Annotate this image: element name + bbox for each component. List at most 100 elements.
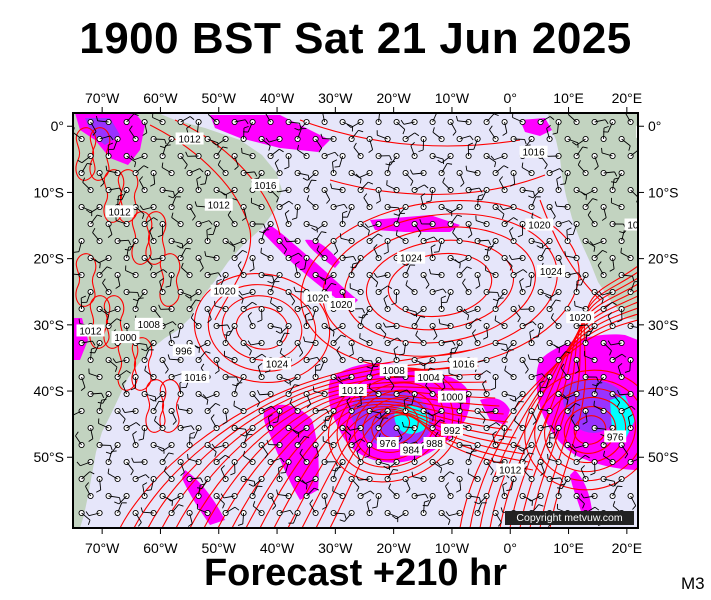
wind-barb-icon: [393, 118, 406, 135]
chart-title: 1900 BST Sat 21 Jun 2025: [79, 14, 632, 63]
pressure-label-text: 1008: [138, 320, 161, 331]
isobar-terrain: [145, 379, 167, 433]
wind-barb-icon: [514, 415, 526, 432]
pressure-label: 1008: [134, 317, 163, 331]
wind-barb-icon: [364, 220, 382, 228]
wind-barb-icon: [494, 315, 508, 330]
wind-barb-icon: [564, 227, 572, 245]
lon-label-top: 10°E: [553, 90, 584, 106]
pressure-label: 1012: [338, 384, 367, 397]
pressure-label: 976: [604, 430, 627, 443]
wind-barb-icon: [504, 365, 517, 381]
wind-barb-icon: [231, 118, 249, 126]
isobar-terrain: [89, 295, 111, 349]
wind-barb-icon: [618, 441, 629, 459]
isobar-eastern: [459, 319, 638, 528]
wind-barb-icon: [185, 288, 202, 299]
wind-barb-icon: [240, 125, 249, 143]
wind-barb-icon: [573, 322, 591, 330]
wind-barb-icon: [159, 356, 169, 374]
lon-label-top: 50°W: [202, 90, 237, 106]
wind-barb-icon: [266, 439, 283, 449]
pressure-label-text: 1020: [330, 300, 353, 311]
wind-barb-icon: [250, 197, 265, 211]
wind-barb-icon: [546, 431, 555, 449]
wind-barb-icon: [501, 339, 517, 352]
pressure-label-text: 1016: [522, 148, 545, 159]
wind-barb-icon: [420, 271, 430, 289]
lon-label-bottom: 0°: [504, 540, 517, 556]
wind-barb-icon: [322, 436, 337, 449]
lat-label-right: 40°S: [648, 383, 679, 399]
wind-barb-icon: [580, 186, 598, 196]
wind-barb-icon: [537, 288, 552, 301]
isobar-low-east: [534, 378, 638, 482]
wind-barb-icon: [600, 339, 612, 356]
wind-barb-icon: [357, 181, 374, 194]
wind-barb-icon: [438, 509, 451, 525]
lon-label-bottom: 30°W: [318, 540, 353, 556]
pressure-label-text: 1004: [418, 373, 441, 384]
wind-barb-icon: [230, 458, 238, 476]
wind-barb-icon: [223, 350, 238, 364]
wind-barb-icon: [96, 266, 112, 279]
isobar-low-east: [524, 369, 638, 491]
wind-barb-icon: [420, 236, 438, 245]
wind-barb-icon: [609, 254, 616, 272]
wind-barb-icon: [582, 373, 599, 382]
wind-barb-icon: [294, 475, 308, 490]
wind-barb-icon: [549, 424, 562, 439]
pressure-label-bg: [111, 331, 140, 344]
wind-barb-icon: [212, 135, 229, 146]
pressure-label-bg: [263, 357, 292, 370]
wind-barb-icon: [452, 227, 463, 245]
wind-barb-icon: [400, 118, 418, 126]
pressure-label: 1024: [537, 264, 566, 278]
wind-barb-icon: [267, 457, 285, 466]
wind-barb-icon: [519, 321, 537, 330]
wind-barb-icon: [159, 186, 176, 197]
pressure-label: 996: [172, 344, 195, 357]
wind-barb-icon: [276, 332, 290, 347]
wind-barb-icon: [233, 400, 247, 415]
isobar-terrain: [75, 127, 97, 181]
wind-barb-icon: [150, 169, 157, 187]
isobar-southern: [259, 403, 513, 528]
wind-barb-icon: [321, 492, 328, 510]
wind-barb-icon: [260, 247, 274, 262]
wind-barb-icon: [114, 370, 131, 381]
wind-barb-icon: [107, 468, 121, 483]
wind-barb-icon: [275, 322, 292, 334]
wind-barb-icon: [467, 468, 481, 483]
wind-barb-icon: [330, 509, 347, 519]
wind-barb-icon: [388, 483, 400, 500]
wind-barb-icon: [564, 402, 581, 415]
pressure-label-bg: [105, 205, 134, 218]
wind-barb-icon: [227, 210, 238, 228]
wind-barb-icon: [240, 203, 247, 221]
lon-label-top: 10°W: [435, 90, 470, 106]
wind-barb-icon: [231, 249, 248, 262]
wind-barb-icon: [519, 356, 529, 374]
wind-barb-icon: [537, 247, 551, 262]
wind-barb-icon: [465, 318, 482, 330]
wind-barb-icon: [177, 247, 191, 262]
wind-barb-icon: [600, 203, 607, 221]
wind-barb-icon: [617, 390, 634, 398]
wind-barb-icon: [603, 450, 616, 466]
wind-barb-icon: [366, 365, 379, 381]
pressure-label-bg: [175, 132, 204, 145]
lat-label-left: 30°S: [33, 317, 64, 333]
wind-barb-icon: [541, 373, 553, 389]
wind-barb-icon: [510, 400, 524, 415]
wind-barb-icon: [220, 492, 238, 500]
wind-barb-icon: [89, 339, 103, 354]
wind-barb-icon: [573, 356, 580, 374]
wind-barb-icon: [168, 504, 184, 517]
wind-barb-icon: [355, 169, 373, 178]
wind-barb-icon: [132, 288, 148, 302]
wind-barb-icon: [373, 244, 382, 262]
pressure-label-text: 1020: [307, 293, 330, 304]
wind-barb-icon: [560, 363, 571, 381]
pressure-label-bg: [76, 324, 105, 337]
